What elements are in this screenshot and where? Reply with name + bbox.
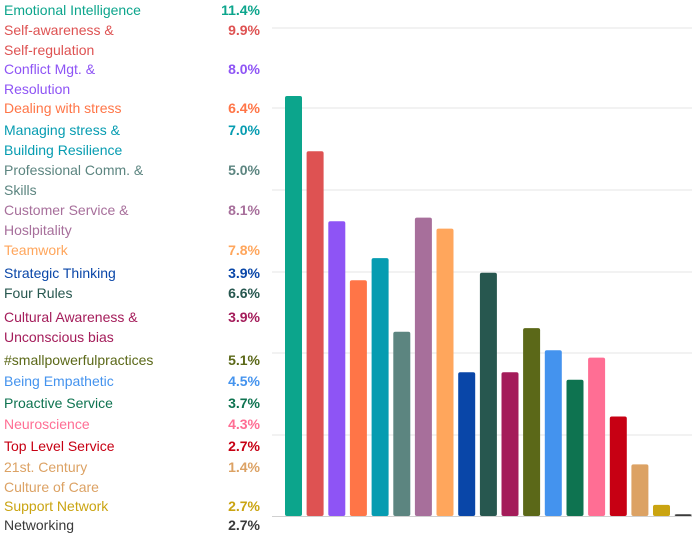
legend-label: Top Level Service	[4, 438, 115, 454]
legend-label: Professional Comm. &	[4, 162, 144, 178]
legend-value: 9.9%	[228, 22, 260, 38]
legend-value: 5.0%	[228, 162, 260, 178]
legend-label: Culture of Care	[4, 479, 99, 495]
legend-label: Four Rules	[4, 285, 73, 301]
legend-value: 5.1%	[228, 352, 260, 368]
legend-label: Resolution	[4, 81, 71, 97]
legend-label: Hoslpitality	[4, 222, 72, 238]
legend-value: 6.6%	[228, 285, 260, 301]
bar[interactable]	[371, 258, 389, 516]
legend-label: Building Resilience	[4, 142, 123, 158]
legend-value: 2.7%	[228, 517, 260, 533]
bar[interactable]	[631, 464, 649, 516]
legend-label: Proactive Service	[4, 395, 113, 411]
bar[interactable]	[588, 357, 606, 516]
legend-label: Networking	[4, 517, 75, 533]
legend-label: Support Network	[4, 498, 109, 514]
bar[interactable]	[523, 328, 541, 516]
legend-value: 8.0%	[228, 61, 260, 77]
legend-value: 1.4%	[228, 459, 260, 475]
legend-value: 2.7%	[228, 498, 260, 514]
legend-label: Emotional Intelligence	[4, 2, 141, 18]
legend-value: 7.0%	[228, 122, 260, 138]
bar[interactable]	[566, 379, 584, 516]
legend-label: #smallpowerfulpractices	[4, 352, 154, 368]
bar[interactable]	[306, 151, 324, 517]
legend-value: 3.7%	[228, 395, 260, 411]
chart-legend: Emotional Intelligence 11.4% Self-awarenes…	[0, 0, 270, 533]
bar[interactable]	[436, 228, 454, 516]
legend-label: Customer Service &	[4, 202, 129, 218]
bar[interactable]	[414, 217, 432, 516]
legend-label: Neuroscience	[4, 416, 90, 432]
bar[interactable]	[393, 331, 411, 516]
legend-value: 2.7%	[228, 438, 260, 454]
legend-label: Being Empathetic	[4, 373, 114, 389]
legend-value: 7.8%	[228, 242, 260, 258]
bar[interactable]	[653, 504, 670, 516]
legend-value: 4.5%	[228, 373, 260, 389]
legend-value: 8.1%	[228, 202, 260, 218]
legend-label: Self-awareness &	[4, 22, 114, 38]
legend-label: Teamwork	[4, 242, 68, 258]
legend-label: Self-regulation	[4, 42, 95, 58]
bar[interactable]	[349, 280, 367, 516]
legend-value: 3.9%	[228, 309, 260, 325]
legend-value: 4.3%	[228, 416, 260, 432]
legend-value: 6.4%	[228, 100, 260, 116]
legend-label: Managing stress &	[4, 122, 120, 138]
bar[interactable]	[285, 96, 302, 516]
bar[interactable]	[458, 372, 476, 516]
legend-value: 11.4%	[221, 2, 260, 18]
legend-label: Dealing with stress	[4, 100, 122, 116]
bar[interactable]	[609, 416, 627, 517]
bar[interactable]	[479, 272, 497, 516]
legend-label: Skills	[4, 182, 37, 198]
bar[interactable]	[328, 221, 346, 517]
legend-label: Strategic Thinking	[4, 265, 116, 281]
legend-label: 21st. Century	[4, 459, 88, 475]
legend-label: Unconscious bias	[4, 329, 114, 345]
legend-value: 3.9%	[228, 265, 260, 281]
legend-label: Cultural Awareness &	[4, 309, 138, 325]
bar[interactable]	[501, 372, 519, 516]
bar[interactable]	[544, 350, 562, 516]
bar[interactable]	[674, 514, 692, 516]
legend-label: Conflict Mgt. &	[4, 61, 96, 77]
